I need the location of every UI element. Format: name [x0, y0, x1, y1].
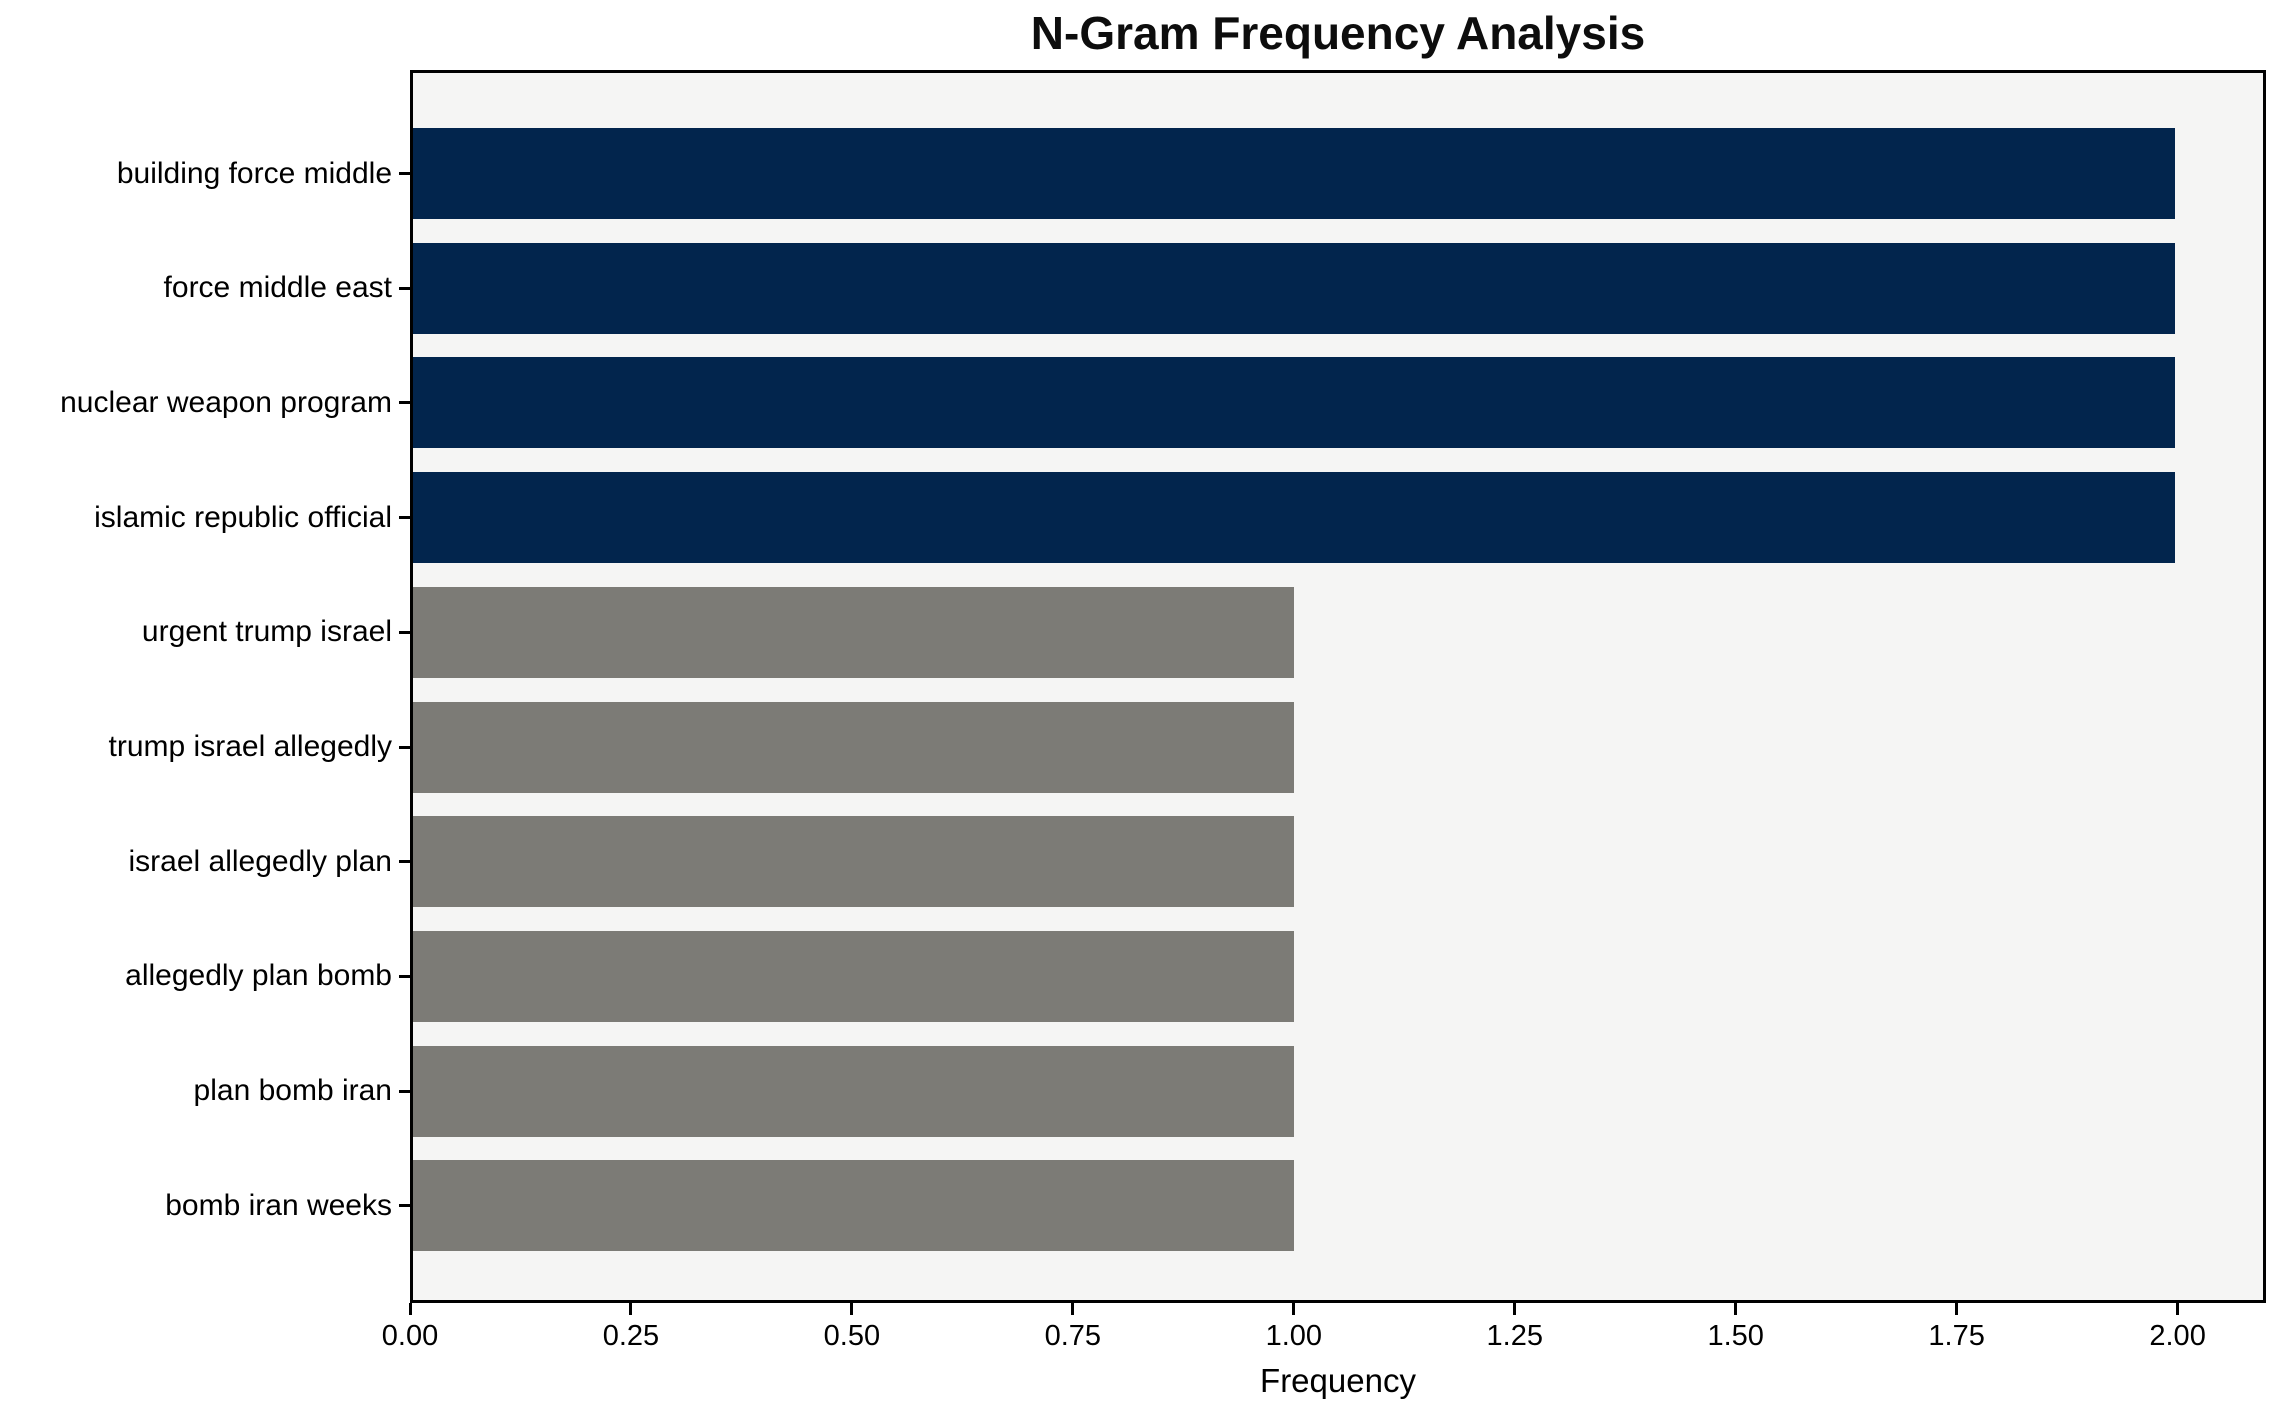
y-axis-label: force middle east — [163, 271, 392, 305]
x-tick-label: 1.50 — [1707, 1320, 1764, 1352]
x-tick-mark — [1734, 1303, 1738, 1315]
bar — [413, 1045, 1294, 1137]
y-axis-label: building force middle — [116, 156, 392, 190]
bar — [413, 242, 2175, 334]
bar — [413, 701, 1294, 793]
x-tick-mark — [1513, 1303, 1517, 1315]
x-tick-label: 0.50 — [823, 1320, 881, 1352]
bar — [413, 128, 2175, 219]
bar — [413, 930, 1294, 1022]
y-tick-mark — [399, 974, 410, 978]
x-tick-label: 2.00 — [2149, 1320, 2206, 1352]
x-tick-mark — [629, 1303, 633, 1315]
x-tick-label: 1.75 — [1928, 1320, 1985, 1352]
bar — [413, 472, 2175, 564]
plot-area — [410, 70, 2266, 1303]
y-tick-mark — [399, 286, 410, 290]
y-axis-label: nuclear weapon program — [60, 385, 392, 419]
bar — [413, 816, 1294, 908]
x-tick-mark — [1955, 1303, 1959, 1315]
y-axis-label: plan bomb iran — [193, 1074, 392, 1108]
chart-title: N-Gram Frequency Analysis — [1030, 7, 1646, 59]
bar — [413, 357, 2175, 449]
x-axis-label: Frequency — [1260, 1362, 1416, 1399]
y-tick-mark — [399, 516, 410, 520]
x-tick-mark — [408, 1303, 412, 1315]
y-tick-mark — [399, 1204, 410, 1208]
x-tick-label: 0.00 — [381, 1320, 439, 1352]
y-tick-mark — [399, 172, 410, 175]
x-tick-label: 0.25 — [602, 1320, 660, 1352]
x-tick-label: 0.75 — [1044, 1320, 1102, 1352]
y-axis-label: urgent trump israel — [141, 615, 392, 649]
y-tick-mark — [399, 401, 410, 405]
x-tick-mark — [1071, 1303, 1075, 1315]
x-tick-label: 1.25 — [1486, 1320, 1543, 1352]
y-axis-label: israel allegedly plan — [128, 844, 393, 878]
y-tick-mark — [399, 860, 410, 864]
bar — [413, 1160, 1294, 1252]
x-tick-mark — [850, 1303, 854, 1315]
x-tick-mark — [2176, 1303, 2180, 1315]
y-axis-label: bomb iran weeks — [165, 1188, 392, 1222]
y-tick-mark — [399, 1089, 410, 1093]
y-axis-label: islamic republic official — [94, 500, 392, 534]
x-tick-mark — [1292, 1303, 1296, 1315]
y-tick-mark — [399, 745, 410, 749]
y-tick-mark — [399, 630, 410, 634]
y-axis-label: allegedly plan bomb — [125, 959, 392, 993]
y-axis-label: trump israel allegedly — [108, 730, 392, 763]
x-tick-label: 1.00 — [1265, 1320, 1323, 1352]
bar — [413, 586, 1294, 678]
